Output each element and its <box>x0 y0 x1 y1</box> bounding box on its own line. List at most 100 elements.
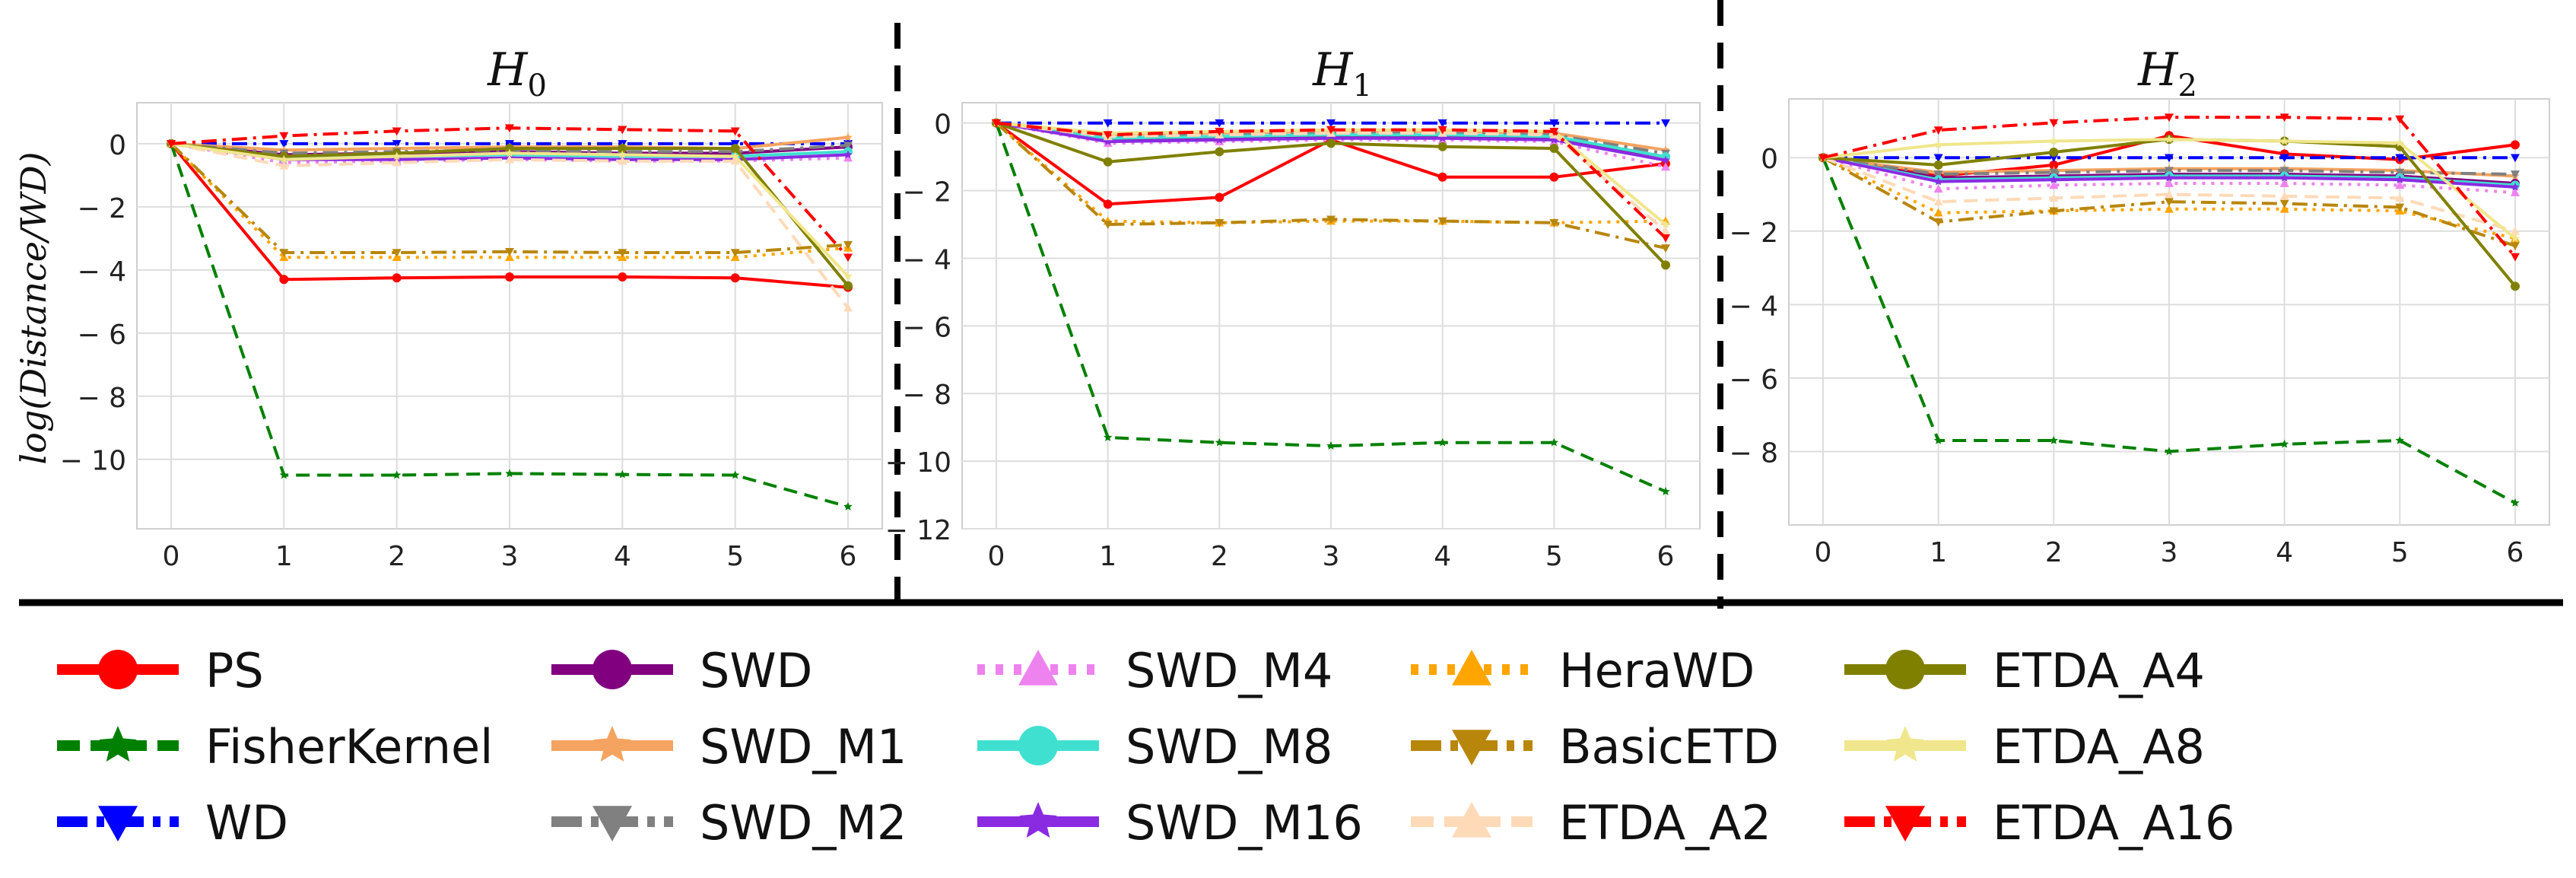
data-point <box>1437 126 1447 135</box>
data-point <box>730 273 740 283</box>
legend-label: SWD_M16 <box>1126 795 1363 851</box>
panel-h0: 0 − 2 − 4 − 6 − 8 − 10 0 1 2 3 4 5 6 H0 <box>60 43 883 572</box>
data-point <box>730 156 740 165</box>
data-point <box>505 148 514 157</box>
data-point <box>618 126 627 135</box>
legend-marker <box>1452 650 1491 686</box>
legend-marker <box>1886 726 1924 762</box>
x-tick-label: 2 <box>388 541 405 572</box>
data-point <box>505 253 514 262</box>
legend-marker <box>1018 650 1058 686</box>
data-point <box>2049 207 2059 216</box>
data-point <box>1437 172 1447 182</box>
figure: log(Distance/WD) 0 − 2 − 4 − 6 − 8 − 10 0 1 2 3 4 5… <box>13 0 2563 609</box>
y-tick-label: − 6 <box>1729 364 1778 396</box>
data-point <box>1438 437 1447 447</box>
legend-marker <box>99 726 137 762</box>
y-tick-label: − 10 <box>885 447 951 479</box>
data-point <box>1661 220 1670 228</box>
data-point <box>2511 498 2520 507</box>
data-point <box>1661 155 1670 164</box>
x-tick-label: 0 <box>1815 537 1832 568</box>
legend-label: HeraWD <box>1559 643 1755 698</box>
data-point <box>731 151 740 161</box>
legend-item-swd-m2: SWD_M2 <box>548 784 974 860</box>
legend-item-wd: WD <box>53 784 479 860</box>
data-point <box>2165 113 2174 122</box>
x-tick-label: 3 <box>501 541 519 572</box>
data-point <box>843 150 853 159</box>
data-point <box>505 469 514 478</box>
data-point <box>1104 137 1113 145</box>
data-point <box>2511 170 2520 179</box>
data-point <box>2049 119 2059 128</box>
data-point <box>618 249 627 258</box>
data-point <box>2049 136 2058 145</box>
y-tick-label: 0 <box>109 130 126 161</box>
legend-label: SWD_M4 <box>1126 643 1333 698</box>
data-point <box>279 140 289 148</box>
data-point <box>2511 242 2520 251</box>
data-point <box>1437 142 1447 151</box>
legend-marker <box>592 650 632 689</box>
legend-label: SWD_M1 <box>700 719 907 775</box>
data-point <box>2395 115 2405 124</box>
series-fisherkernel <box>1818 153 2520 507</box>
data-point <box>1933 208 1943 217</box>
y-tick-label: − 8 <box>902 380 951 411</box>
legend-item-etda-a8: ETDA_A8 <box>1841 708 2266 784</box>
data-point <box>1326 441 1336 450</box>
data-point <box>505 144 514 154</box>
series-etda-a16 <box>167 124 853 262</box>
data-point <box>1933 126 1943 135</box>
data-point <box>1818 154 1828 163</box>
data-point <box>2165 447 2174 456</box>
data-point <box>2049 180 2059 189</box>
legend-label: WD <box>205 795 289 851</box>
data-point <box>1549 437 1558 447</box>
legend-swatch <box>1411 650 1533 686</box>
data-point <box>992 119 1001 128</box>
data-point <box>2511 226 2520 235</box>
data-point <box>2511 140 2520 150</box>
data-point <box>2511 282 2520 291</box>
legend-label: SWD <box>700 643 813 698</box>
legend-swatch <box>1844 726 1966 762</box>
y-tick-label: − 4 <box>1729 291 1778 322</box>
legend-swatch <box>57 650 179 689</box>
legend-marker <box>1885 806 1925 841</box>
data-point <box>1215 119 1224 128</box>
data-point <box>843 153 853 162</box>
legend-swatch <box>57 806 179 841</box>
data-point <box>1437 217 1447 226</box>
data-point <box>2511 234 2520 243</box>
data-point <box>1437 119 1447 128</box>
data-point <box>392 157 402 167</box>
data-point <box>1933 218 1943 227</box>
data-point <box>2279 179 2289 187</box>
data-point <box>618 272 627 282</box>
data-point <box>1103 157 1113 167</box>
data-point <box>1215 218 1224 227</box>
data-point <box>2395 193 2405 202</box>
data-point <box>1933 184 1943 193</box>
data-point <box>2280 439 2289 448</box>
legend: PS FisherKernel WD SWD SWD_M1 SWD_M2 SWD_M4 SWD… <box>0 609 2576 878</box>
data-point <box>1103 119 1113 128</box>
data-point <box>279 161 289 170</box>
y-tick-label: − 6 <box>902 312 951 343</box>
data-point <box>730 144 740 154</box>
data-point <box>279 132 289 141</box>
data-point <box>843 132 853 142</box>
data-point <box>843 142 853 150</box>
data-point <box>2280 173 2289 182</box>
data-point <box>2279 167 2289 176</box>
data-point <box>1215 135 1224 144</box>
data-point <box>505 247 514 256</box>
legend-label: ETDA_A16 <box>1993 795 2235 851</box>
data-point <box>167 140 176 148</box>
data-point <box>1661 226 1670 235</box>
data-point <box>730 127 740 136</box>
legend-swatch <box>1844 650 1966 689</box>
data-point <box>1933 154 1943 163</box>
